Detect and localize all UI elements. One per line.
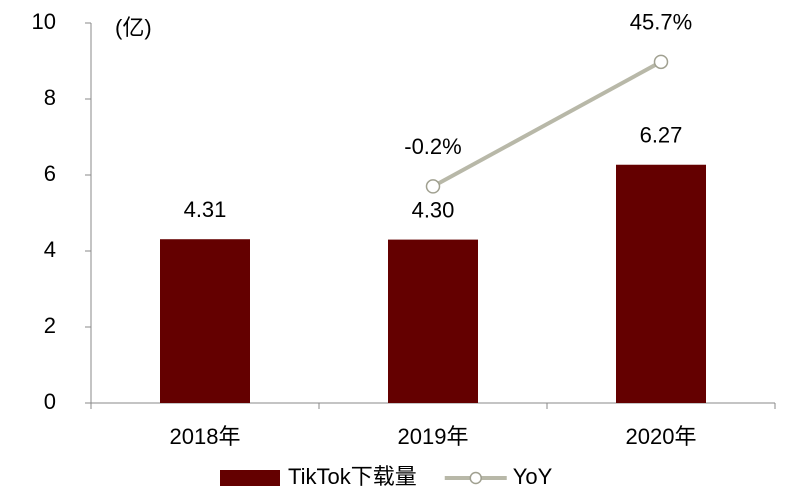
unit-label: (亿) bbox=[115, 15, 152, 40]
x-tick-label: 2020年 bbox=[626, 424, 697, 449]
legend-marker bbox=[469, 471, 482, 485]
y-tick-label: 6 bbox=[44, 161, 56, 186]
x-tick-label: 2018年 bbox=[170, 424, 241, 449]
bar-value-label: 4.31 bbox=[184, 197, 227, 222]
y-tick-label: 8 bbox=[44, 85, 56, 110]
y-tick-label: 2 bbox=[44, 313, 56, 338]
line-value-label: -0.2% bbox=[404, 134, 461, 159]
legend-label: TikTok下载量 bbox=[288, 464, 417, 489]
bar bbox=[616, 164, 706, 403]
bar bbox=[388, 239, 478, 403]
line-marker bbox=[425, 179, 441, 194]
y-tick-label: 0 bbox=[44, 389, 56, 414]
legend-label: YoY bbox=[513, 464, 553, 489]
line bbox=[432, 60, 662, 189]
bar-value-label: 4.30 bbox=[412, 197, 455, 222]
y-tick-label: 10 bbox=[32, 9, 56, 34]
bar bbox=[160, 239, 250, 403]
bar-value-label: 6.27 bbox=[640, 123, 683, 148]
line-marker bbox=[653, 54, 669, 70]
y-tick-label: 4 bbox=[44, 237, 56, 262]
legend-swatch bbox=[220, 470, 280, 486]
x-tick-label: 2019年 bbox=[398, 424, 469, 449]
line-value-label: 45.7% bbox=[630, 10, 692, 35]
